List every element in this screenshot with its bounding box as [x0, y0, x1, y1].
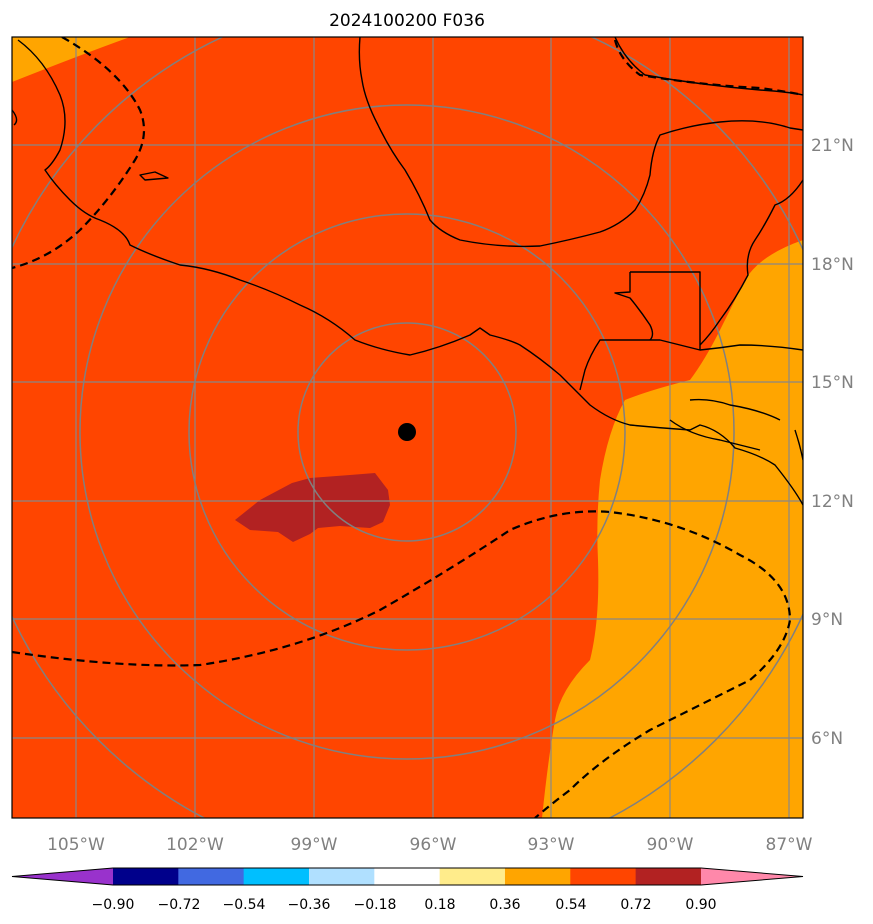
colorbar-tick-label: 0.72 — [620, 897, 651, 913]
figure-title: 2024100200 F036 — [329, 11, 485, 31]
dashed-contours — [12, 37, 803, 818]
contour-northeast — [613, 39, 803, 97]
storm-center-marker — [398, 423, 416, 441]
colorbar-tick-label: −0.36 — [288, 897, 331, 913]
contour-northwest — [12, 37, 146, 270]
lon-label: 87°W — [766, 835, 813, 855]
map-panel — [12, 37, 803, 818]
colorbar-segment — [635, 868, 702, 885]
colorbar-tick-label: 0.90 — [685, 897, 716, 913]
lon-label: 93°W — [528, 835, 575, 855]
field-fill-east — [542, 240, 803, 818]
colorbar-segment — [504, 868, 571, 885]
colorbar-segment — [243, 868, 310, 885]
contour-south — [12, 510, 792, 818]
range-ring-2 — [188, 213, 626, 651]
colorbar-tick-label: −0.54 — [223, 897, 266, 913]
lon-label: 90°W — [647, 835, 694, 855]
colorbar-segment — [439, 868, 506, 885]
lat-label: 18°N — [811, 255, 854, 275]
colorbar-tick-label: −0.18 — [354, 897, 397, 913]
colorbar-segment — [374, 868, 441, 885]
colorbar-tick-label: −0.72 — [158, 897, 201, 913]
colorbar-tick-label: 0.36 — [489, 897, 520, 913]
lon-label: 102°W — [166, 835, 224, 855]
latitude-labels: 21°N 18°N 15°N 12°N 9°N 6°N — [811, 136, 854, 749]
colorbar-tick-label: 0.54 — [555, 897, 586, 913]
colorbar-segment — [570, 868, 637, 885]
colorbar-segment — [308, 868, 375, 885]
colorbar-segment — [700, 868, 803, 885]
lat-label: 12°N — [811, 492, 854, 512]
colorbar-segment — [178, 868, 245, 885]
longitude-labels: 105°W 102°W 99°W 96°W 93°W 90°W 87°W — [47, 835, 813, 855]
lon-label: 105°W — [47, 835, 105, 855]
lat-label: 6°N — [811, 729, 843, 749]
lon-label: 96°W — [410, 835, 457, 855]
gridlines — [12, 37, 803, 818]
map-frame — [11, 36, 804, 819]
colorbar-outline — [11, 867, 804, 886]
lon-label: 99°W — [291, 835, 338, 855]
colorbar — [11, 867, 804, 886]
lat-label: 21°N — [811, 136, 854, 156]
colorbar-segment — [12, 868, 113, 885]
colorbar-tick-label: 0.18 — [424, 897, 455, 913]
range-ring-1 — [297, 322, 517, 542]
range-rings — [12, 37, 803, 818]
lat-label: 9°N — [811, 610, 843, 630]
colorbar-tick-label: −0.90 — [92, 897, 135, 913]
field-fill-high-patch — [235, 473, 390, 542]
lat-label: 15°N — [811, 373, 854, 393]
colorbar-ticks: −0.90 −0.72 −0.54 −0.36 −0.18 0.18 0.36 … — [92, 897, 717, 913]
field-fill-topleft — [12, 37, 130, 82]
range-ring-3 — [79, 104, 735, 760]
colorbar-segment — [113, 868, 179, 885]
